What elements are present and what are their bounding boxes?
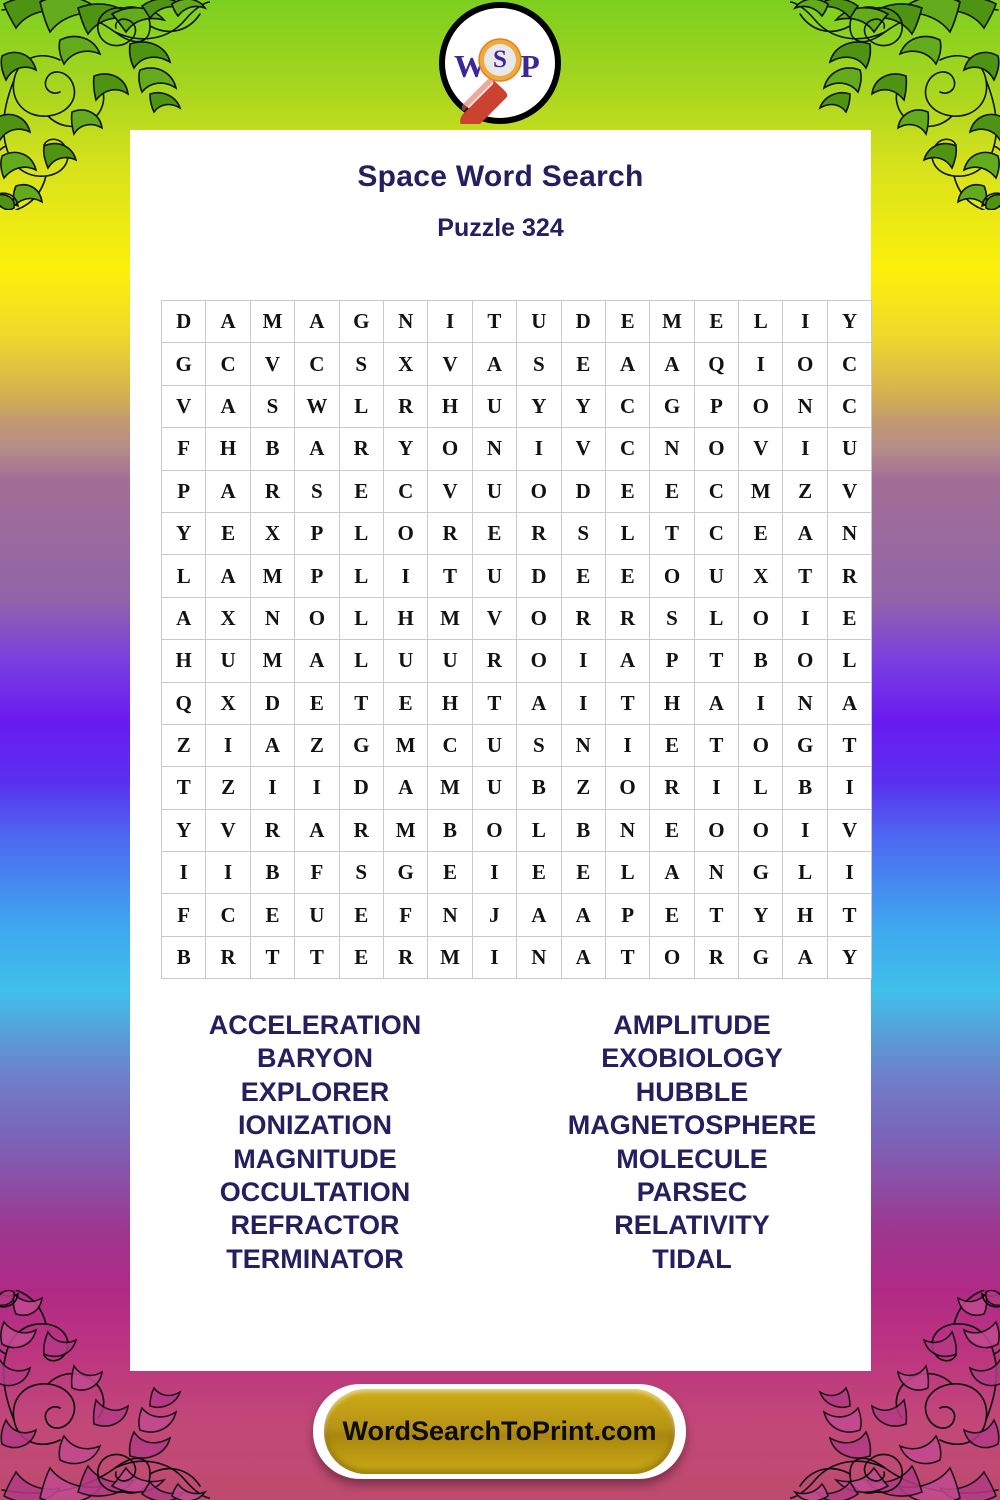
svg-text:S: S [493,46,507,73]
svg-text:P: P [520,48,540,84]
